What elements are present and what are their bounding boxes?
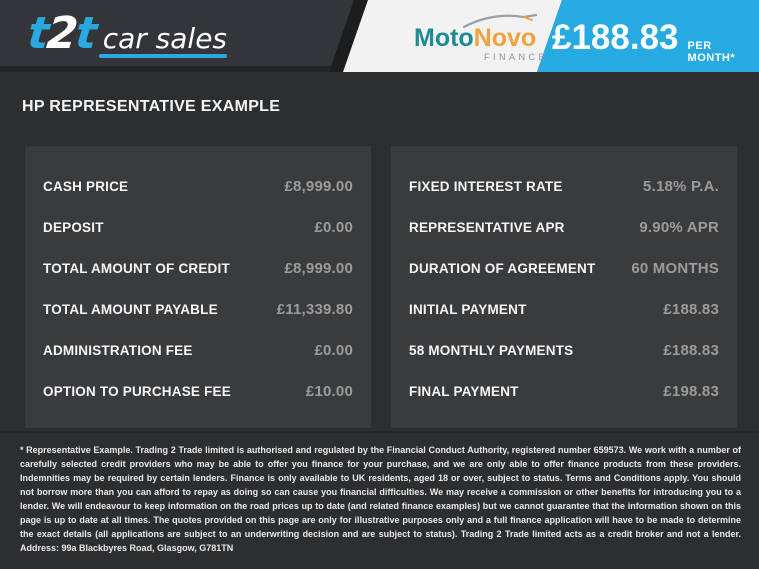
table-row: TOTAL AMOUNT PAYABLE £11,339.80 bbox=[43, 289, 353, 330]
logo-underline bbox=[98, 54, 228, 58]
row-value: £0.00 bbox=[314, 219, 353, 236]
table-row: 58 MONTHLY PAYMENTS £188.83 bbox=[409, 330, 719, 371]
logo-t-right: t bbox=[73, 8, 98, 59]
table-row: FINAL PAYMENT £198.83 bbox=[409, 371, 719, 412]
main-content: HP REPRESENTATIVE EXAMPLE CASH PRICE £8,… bbox=[0, 72, 759, 563]
row-value: 5.18% P.A. bbox=[643, 178, 719, 195]
finance-company-logo: MotoNovo FINANCE bbox=[414, 13, 550, 62]
monthly-price-amount: £188.83 bbox=[552, 18, 679, 57]
row-label: TOTAL AMOUNT PAYABLE bbox=[43, 302, 218, 317]
row-label: ADMINISTRATION FEE bbox=[43, 343, 193, 358]
row-value: £198.83 bbox=[663, 383, 719, 400]
price-panel bbox=[537, 0, 759, 72]
row-label: FINAL PAYMENT bbox=[409, 384, 519, 399]
row-value: £10.00 bbox=[305, 383, 353, 400]
finance-logo-panel bbox=[343, 0, 562, 72]
row-label: 58 MONTHLY PAYMENTS bbox=[409, 343, 574, 358]
table-row: FIXED INTEREST RATE 5.18% P.A. bbox=[409, 166, 719, 207]
row-label: DURATION OF AGREEMENT bbox=[409, 261, 596, 276]
page-title: HP REPRESENTATIVE EXAMPLE bbox=[22, 98, 281, 115]
row-label: INITIAL PAYMENT bbox=[409, 302, 527, 317]
table-row: TOTAL AMOUNT OF CREDIT £8,999.00 bbox=[43, 248, 353, 289]
table-row: DEPOSIT £0.00 bbox=[43, 207, 353, 248]
table-row: DURATION OF AGREEMENT 60 MONTHS bbox=[409, 248, 719, 289]
row-label: DEPOSIT bbox=[43, 220, 104, 235]
row-value: 60 MONTHS bbox=[631, 260, 719, 277]
finance-panels: CASH PRICE £8,999.00 DEPOSIT £0.00 TOTAL… bbox=[25, 146, 737, 428]
finance-company-subtitle: FINANCE bbox=[483, 52, 548, 62]
monthly-price-period: PER MONTH* bbox=[687, 40, 736, 64]
finance-company-name: MotoNovo bbox=[414, 24, 550, 52]
row-value: £8,999.00 bbox=[284, 260, 353, 277]
monthly-price: £188.83 PER MONTH* bbox=[552, 18, 752, 64]
finance-panel-left: CASH PRICE £8,999.00 DEPOSIT £0.00 TOTAL… bbox=[25, 146, 371, 428]
swoosh-icon bbox=[462, 13, 538, 29]
table-row: INITIAL PAYMENT £188.83 bbox=[409, 289, 719, 330]
table-row: ADMINISTRATION FEE £0.00 bbox=[43, 330, 353, 371]
row-label: REPRESENTATIVE APR bbox=[409, 220, 565, 235]
finance-panel-right: FIXED INTEREST RATE 5.18% P.A. REPRESENT… bbox=[391, 146, 737, 428]
finance-name-part1: Moto bbox=[414, 24, 474, 52]
row-value: £188.83 bbox=[663, 342, 719, 359]
row-value: £11,339.80 bbox=[276, 301, 353, 318]
dealer-logo: t2t car sales bbox=[25, 8, 228, 60]
row-value: 9.90% APR bbox=[639, 219, 719, 236]
disclaimer-text: * Representative Example. Trading 2 Trad… bbox=[20, 445, 741, 553]
disclaimer-section: * Representative Example. Trading 2 Trad… bbox=[0, 431, 759, 555]
row-value: £0.00 bbox=[314, 342, 353, 359]
row-label: CASH PRICE bbox=[43, 179, 129, 194]
row-value: £8,999.00 bbox=[284, 178, 353, 195]
table-row: REPRESENTATIVE APR 9.90% APR bbox=[409, 207, 719, 248]
row-value: £188.83 bbox=[663, 301, 719, 318]
row-label: TOTAL AMOUNT OF CREDIT bbox=[43, 261, 230, 276]
finance-name-part2: Novo bbox=[473, 24, 537, 52]
dealer-logo-mark: t2t bbox=[25, 8, 97, 60]
row-label: OPTION TO PURCHASE FEE bbox=[43, 384, 231, 399]
header-banner: t2t car sales MotoNovo FINANCE £188.83 P… bbox=[0, 0, 759, 72]
row-label: FIXED INTEREST RATE bbox=[409, 179, 563, 194]
dealer-logo-text: car sales bbox=[102, 22, 228, 55]
table-row: OPTION TO PURCHASE FEE £10.00 bbox=[43, 371, 353, 412]
table-row: CASH PRICE £8,999.00 bbox=[43, 166, 353, 207]
